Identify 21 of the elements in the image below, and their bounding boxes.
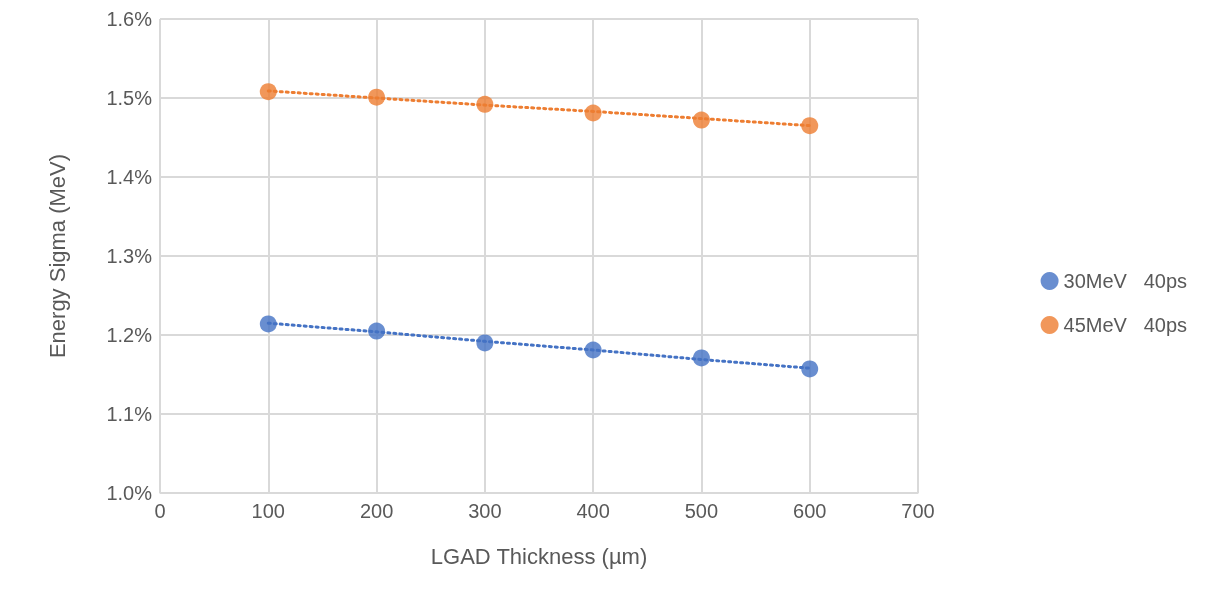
y-axis-title: Energy Sigma (MeV) <box>44 153 70 359</box>
x-tick-label: 0 <box>154 500 166 522</box>
y-tick-label: 1.1% <box>106 403 153 425</box>
y-tick-label: 1.2% <box>106 324 153 346</box>
y-tick-label: 1.6% <box>106 8 153 30</box>
y-tick-label: 1.0% <box>106 482 153 504</box>
x-tick-label: 100 <box>251 500 285 522</box>
legend-label: 30MeV 40ps <box>1063 270 1188 292</box>
x-tick-label: 300 <box>468 500 502 522</box>
legend-label: 45MeV 40ps <box>1063 314 1188 336</box>
x-tick-label: 400 <box>576 500 610 522</box>
y-tick-label: 1.3% <box>106 245 153 267</box>
x-axis-title: LGAD Thickness (µm) <box>430 543 648 569</box>
y-tick-label: 1.4% <box>106 166 153 188</box>
point <box>259 83 277 101</box>
x-tick-label: 600 <box>793 500 827 522</box>
x-tick-label: 200 <box>359 500 394 522</box>
x-tick-label: 700 <box>901 500 935 522</box>
x-tick-label: 500 <box>684 500 719 522</box>
y-tick-label: 1.5% <box>106 87 153 109</box>
point <box>801 117 819 135</box>
